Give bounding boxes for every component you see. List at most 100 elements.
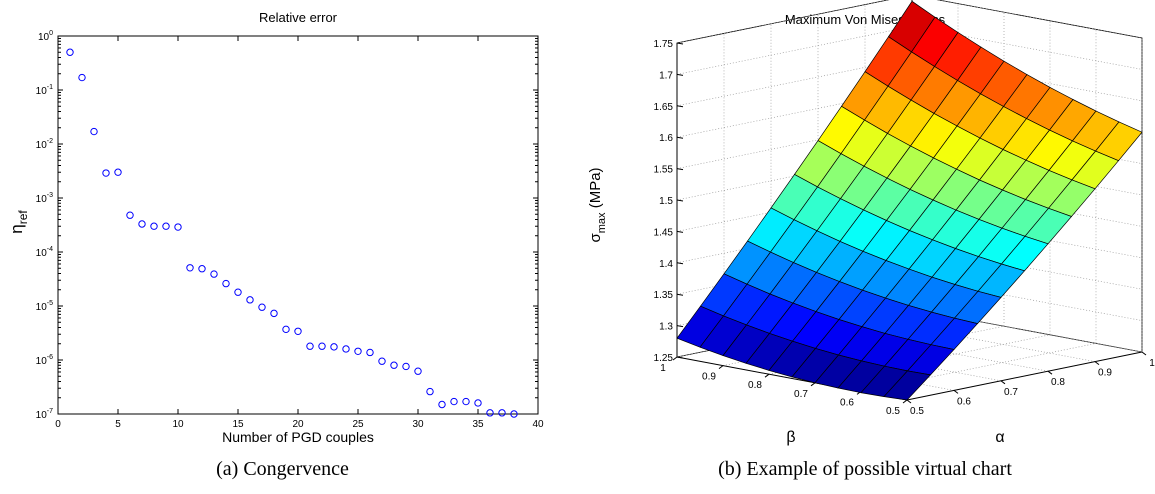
data-point	[90, 127, 98, 136]
x-tick-label: 5	[115, 419, 121, 430]
x-tick-label: 40	[532, 419, 544, 430]
x-tick-label: 0	[55, 419, 61, 430]
beta-tick	[672, 356, 678, 361]
data-point	[390, 361, 398, 369]
data-point	[114, 168, 122, 176]
plot-frame	[57, 35, 539, 415]
data-point	[282, 325, 290, 334]
back-wall-right	[911, 0, 1143, 353]
data-point	[210, 270, 218, 278]
y-tick-label: 10-3	[36, 192, 53, 205]
z-tick-label: 1.65	[654, 102, 674, 113]
data-point	[330, 343, 338, 351]
alpha-tick-label: 0.8	[1051, 377, 1065, 388]
z-tick	[676, 293, 684, 296]
y-tick-label: 10-1	[36, 84, 53, 97]
data-point	[354, 347, 362, 355]
z-tick	[676, 168, 684, 171]
data-point	[366, 348, 374, 357]
z-tick-label: 1.3	[659, 322, 673, 333]
data-point	[78, 73, 86, 82]
y-axis-label: ηref	[7, 210, 30, 234]
x-tick-label: 25	[352, 419, 364, 430]
svg-text:ηref: ηref	[7, 210, 30, 234]
von-mises-figure: Maximum Von Mises Stress σmax (MPa) β α …	[575, 0, 1155, 494]
alpha-axis	[906, 351, 1143, 401]
y-tick-label: 10-5	[36, 300, 53, 313]
z-tick	[676, 73, 684, 76]
data-point	[498, 409, 506, 417]
data-point	[198, 265, 206, 273]
alpha-tick	[1047, 370, 1053, 375]
beta-tick	[810, 382, 816, 387]
data-point	[318, 342, 326, 350]
beta-tick-label: 0.5	[886, 406, 900, 417]
y-tick-label: 10-2	[36, 138, 53, 151]
beta-tick-label: 0.9	[702, 372, 716, 383]
z-tick	[676, 262, 684, 265]
alpha-tick	[1000, 380, 1006, 385]
data-point	[150, 222, 158, 230]
data-point	[306, 342, 314, 350]
data-point	[294, 327, 302, 336]
relative-error-chart: Relative error Number of PGD couples ηre…	[7, 10, 544, 445]
data-point	[222, 279, 230, 288]
alpha-tick	[1141, 351, 1147, 356]
data-point	[342, 345, 350, 353]
y-tick-label: 10-7	[36, 408, 53, 421]
x-tick-label: 20	[292, 419, 304, 430]
data-point	[414, 367, 422, 375]
svg-text:σmax (MPa): σmax (MPa)	[587, 167, 608, 242]
surface-patch	[883, 370, 932, 401]
z-tick-label: 1.4	[659, 259, 673, 270]
z-tick	[676, 199, 684, 202]
data-point	[66, 48, 74, 56]
data-point	[138, 220, 146, 228]
z-tick-label: 1.45	[654, 227, 674, 238]
data-point	[270, 309, 278, 318]
relative-error-figure: Relative error Number of PGD couples ηre…	[0, 0, 565, 494]
z-tick	[676, 325, 684, 328]
alpha-tick-label: 0.6	[957, 396, 971, 407]
data-point	[186, 264, 194, 272]
alpha-tick-label: 1	[1149, 358, 1155, 369]
alpha-tick-label: 0.7	[1004, 387, 1018, 398]
z-axis-label: σmax (MPa)	[587, 167, 608, 242]
data-point	[126, 211, 134, 219]
z-tick	[676, 105, 684, 108]
z-tick-label: 1.55	[654, 165, 674, 176]
data-point	[486, 409, 494, 417]
x-tick-label: 30	[412, 419, 424, 430]
beta-tick-label: 0.8	[748, 380, 762, 391]
data-point	[162, 222, 170, 230]
y-tick-label: 10-4	[36, 246, 53, 259]
beta-tick	[902, 399, 908, 404]
data-point	[426, 387, 434, 396]
x-tick-label: 15	[232, 419, 244, 430]
z-tick	[676, 42, 684, 45]
z-tick-label: 1.25	[654, 353, 674, 364]
data-point	[378, 357, 386, 365]
caption-b: (b) Example of possible virtual chart	[718, 458, 1012, 480]
z-tick-label: 1.35	[654, 290, 674, 301]
alpha-tick	[953, 389, 959, 394]
beta-tick-label: 0.7	[794, 389, 808, 400]
x-tick-label: 10	[172, 419, 184, 430]
y-tick-label: 100	[38, 30, 53, 43]
data-point	[450, 397, 458, 406]
data-point	[510, 410, 518, 418]
y-tick-label: 10-6	[36, 354, 53, 367]
z-tick-label: 1.5	[659, 196, 673, 207]
data-point	[462, 397, 470, 406]
data-point	[234, 288, 242, 296]
caption-a: (a) Congervence	[216, 458, 349, 480]
data-point	[474, 399, 482, 407]
data-point	[258, 303, 266, 311]
x-axis-label: β	[786, 429, 795, 446]
data-point	[246, 296, 254, 304]
alpha-tick-label: 0.5	[910, 406, 924, 417]
z-tick-label: 1.75	[654, 39, 674, 50]
data-point	[402, 362, 410, 371]
data-point	[438, 400, 446, 409]
beta-tick	[764, 373, 770, 378]
